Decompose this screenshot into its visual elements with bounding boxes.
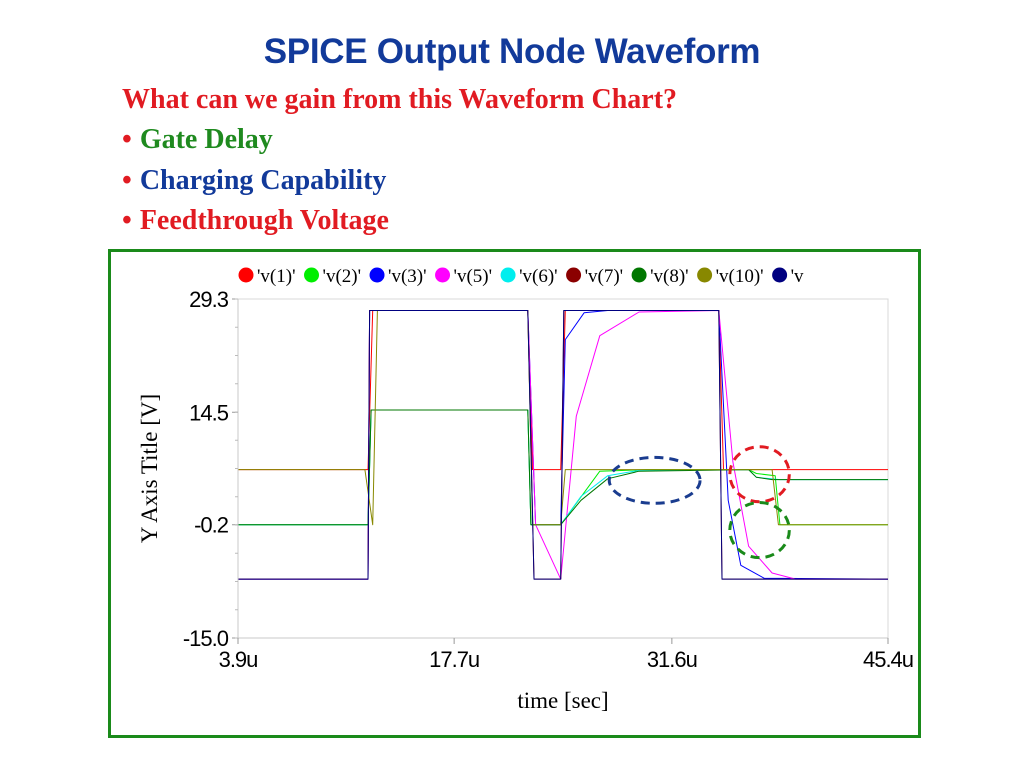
legend-marker-5 xyxy=(500,267,516,283)
legend-label-1: 'v(1)' xyxy=(257,266,296,287)
x-tick-label: 17.7u xyxy=(429,647,479,672)
bullet-marker: • xyxy=(122,205,132,236)
legend-marker-9 xyxy=(772,267,788,283)
y-tick-label: -15.0 xyxy=(183,626,229,651)
legend: 'v(1)' 'v(2)' 'v(3)' 'v(5)' 'v(6)' 'v(7)' 'v(8… xyxy=(238,266,804,287)
y-tick-label: 29.3 xyxy=(189,287,229,312)
legend-label-2: 'v(2)' xyxy=(323,266,362,287)
x-tick-label: 3.9u xyxy=(219,647,258,672)
bullet-label: Feedthrough Voltage xyxy=(139,205,389,236)
bullet-charging-capability: • Charging Capability xyxy=(122,165,386,197)
legend-label-5: 'v(6)' xyxy=(519,266,558,287)
legend-marker-7 xyxy=(631,267,647,283)
y-tick-label: -0.2 xyxy=(194,513,229,538)
bullet-gate-delay: • Gate Delay xyxy=(122,124,273,156)
legend-marker-2 xyxy=(304,267,320,283)
y-axis-label: Y Axis Title [V] xyxy=(137,394,162,543)
x-tick-label: 31.6u xyxy=(647,647,697,672)
bullet-label: Charging Capability xyxy=(139,165,387,196)
waveform-chart: 29.3 14.5 -0.2 -15.03.9u 17.7u 31.6u 45.4u time… xyxy=(137,266,914,713)
bullet-marker: • xyxy=(122,165,132,196)
series-line-7 xyxy=(238,409,888,526)
series-layer xyxy=(238,310,889,580)
bullet-marker: • xyxy=(122,124,132,155)
x-axis-label: time [sec] xyxy=(517,688,608,713)
legend-marker-8 xyxy=(697,267,713,283)
slide-title: SPICE Output Node Waveform xyxy=(263,32,761,71)
chart-frame: 29.3 14.5 -0.2 -15.0 3.9u 17.7u 31.6u 45.4u time… xyxy=(108,249,921,738)
bullet-feedthrough-voltage: • Feedthrough Voltage xyxy=(122,205,389,237)
legend-label-9: 'v xyxy=(791,266,804,287)
question-heading: What can we gain from this Waveform Char… xyxy=(122,84,678,115)
legend-label-6: 'v(7)' xyxy=(585,266,624,287)
legend-marker-4 xyxy=(435,267,451,283)
series-line-9 xyxy=(238,310,888,580)
legend-label-7: 'v(8)' xyxy=(650,266,689,287)
legend-label-3: 'v(3)' xyxy=(388,266,427,287)
axis-layer: 29.3 14.5 -0.2 -15.03.9u 17.7u 31.6u 45.4u time… xyxy=(137,287,914,713)
legend-label-4: 'v(5)' xyxy=(454,266,493,287)
legend-marker-6 xyxy=(566,267,582,283)
annotation-ellipse-1 xyxy=(607,455,702,505)
x-tick-label: 45.4u xyxy=(863,647,913,672)
legend-marker-3 xyxy=(369,267,385,283)
legend-label-8: 'v(10)' xyxy=(716,266,764,287)
y-tick-label: 14.5 xyxy=(189,400,229,425)
bullet-label: Gate Delay xyxy=(139,124,273,155)
legend-marker-1 xyxy=(238,267,254,283)
